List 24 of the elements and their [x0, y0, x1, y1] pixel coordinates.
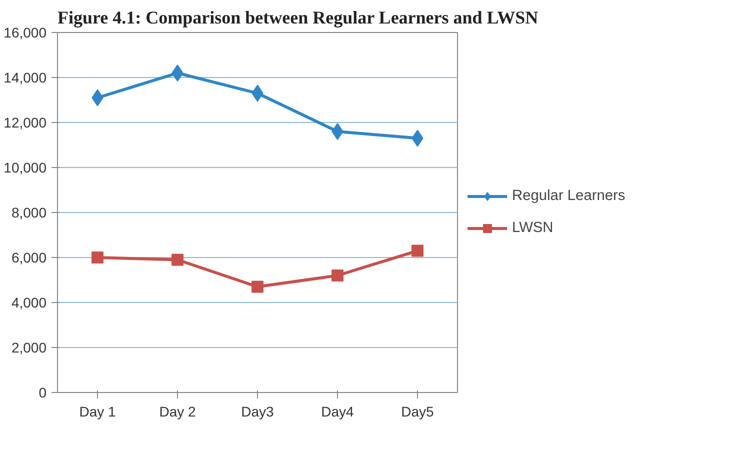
y-tick-label: 16,000: [4, 24, 47, 40]
legend-label: Regular Learners: [512, 188, 626, 204]
legend-label: LWSN: [512, 220, 554, 236]
x-tick-label: Day4: [321, 404, 354, 420]
point: [252, 280, 264, 293]
point: [332, 123, 344, 140]
x-tick-label: Day5: [401, 404, 434, 420]
x-tick-label: Day 1: [79, 404, 116, 420]
x-tick-label: Day3: [241, 404, 274, 420]
point: [172, 254, 184, 266]
point: [412, 244, 424, 257]
x-tick-label: Day 2: [159, 404, 196, 420]
y-tick-label: 2,000: [11, 340, 47, 356]
y-tick-label: 0: [38, 384, 47, 400]
y-tick-label: 10,000: [4, 160, 47, 176]
point: [172, 64, 184, 82]
chart-title: Figure 4.1: Comparison between Regular Learners and LWSN: [58, 8, 538, 28]
y-tick-label: 6,000: [11, 250, 47, 266]
y-tick-label: 14,000: [4, 70, 47, 86]
y-tick-label: 4,000: [11, 294, 47, 310]
point: [92, 252, 104, 264]
y-tick-label: 12,000: [4, 114, 47, 130]
y-tick-label: 8,000: [11, 204, 47, 220]
point: [332, 270, 344, 282]
